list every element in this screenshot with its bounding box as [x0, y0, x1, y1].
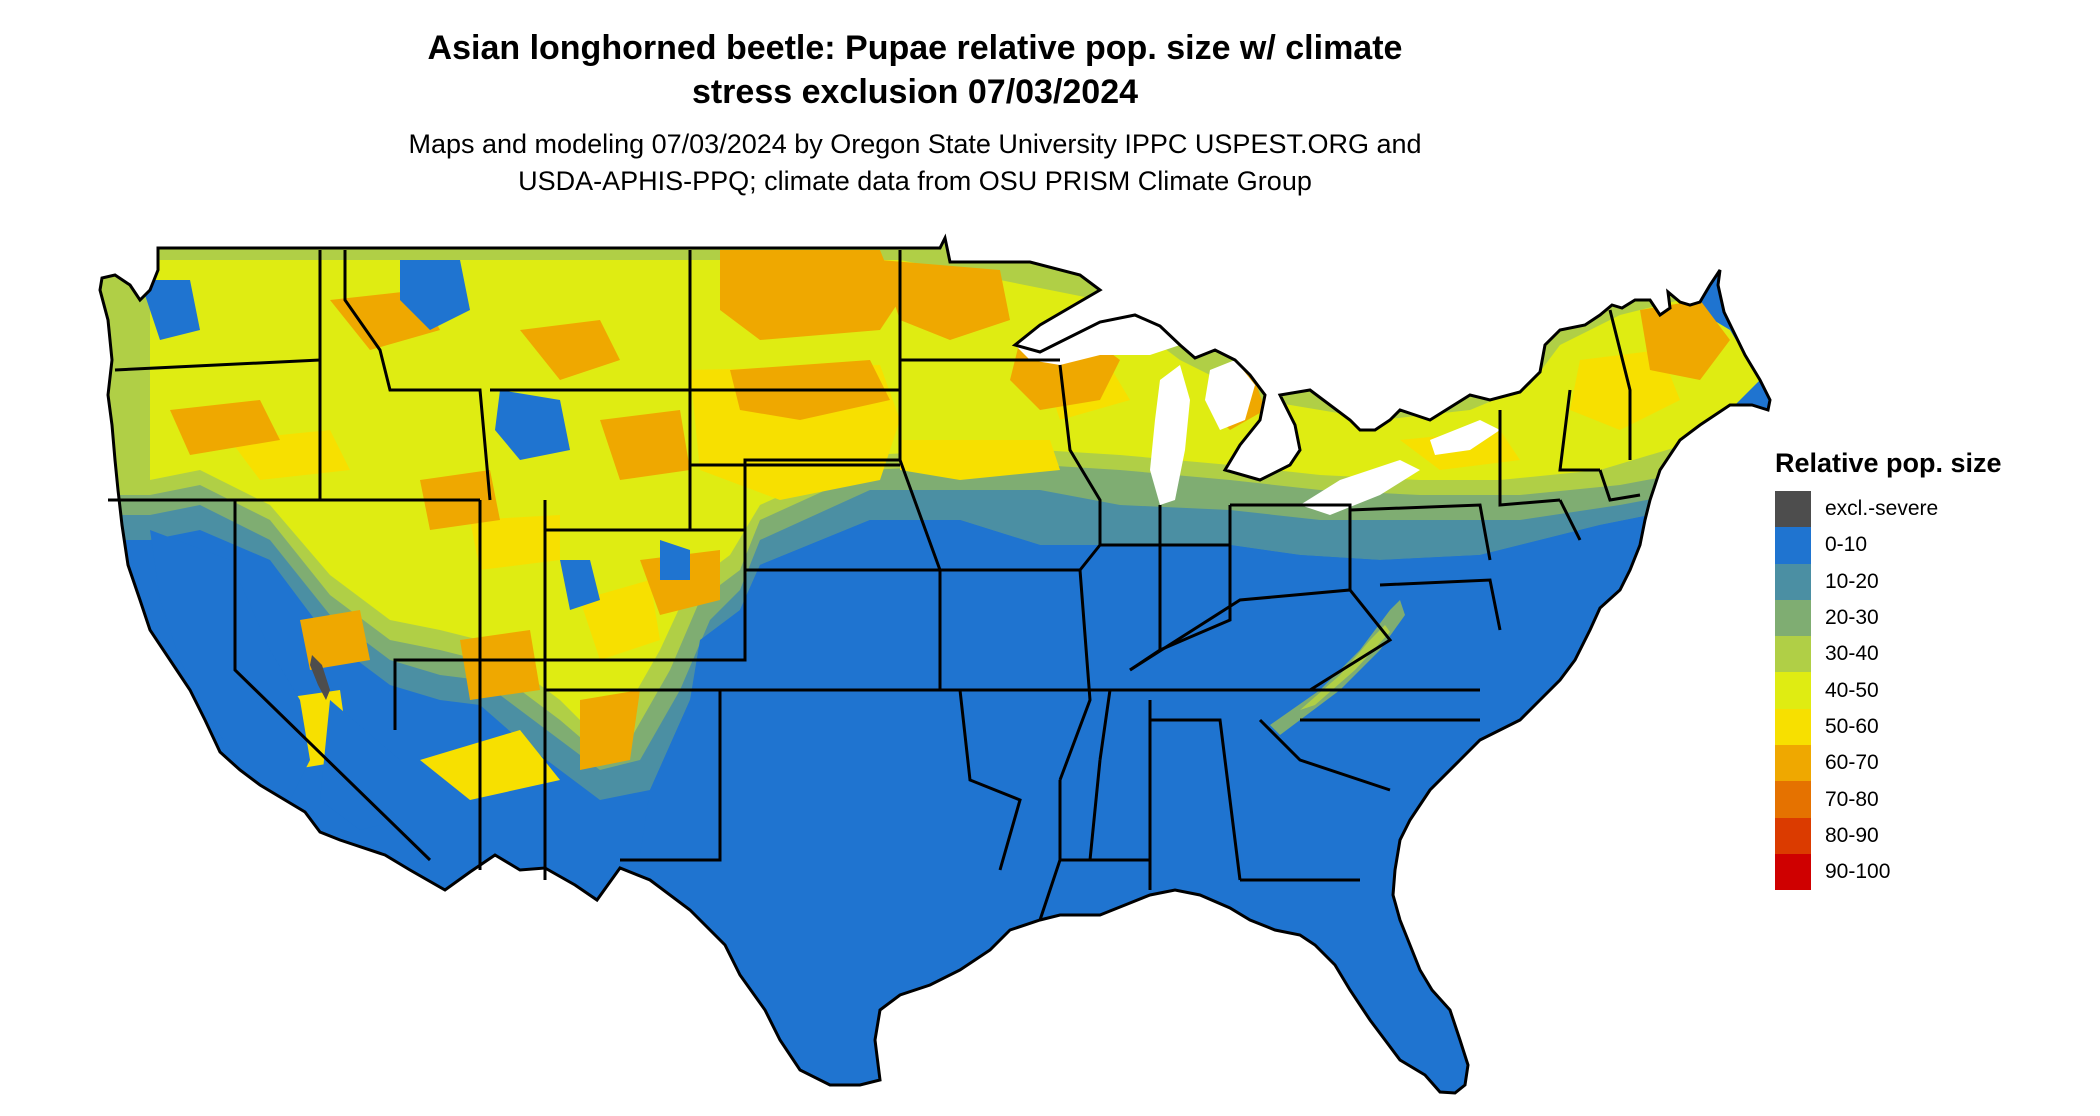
legend-label: excl.-severe: [1825, 497, 1939, 521]
legend-label: 10-20: [1825, 569, 1879, 593]
legend-item: 90-100: [1775, 853, 2002, 891]
legend-item: 50-60: [1775, 708, 2002, 746]
legend-label: 80-90: [1825, 823, 1879, 847]
legend-swatch: [1775, 636, 1811, 673]
legend: Relative pop. size excl.-severe 0-10 10-20…: [1775, 448, 2002, 891]
state-boundaries: [98, 236, 1772, 1095]
legend-item: 40-50: [1775, 672, 2002, 709]
legend-label: 50-60: [1825, 714, 1879, 738]
title-line-1: Asian longhorned beetle: Pupae relative …: [427, 29, 1403, 67]
legend-items: excl.-severe 0-10 10-20 20-30 30-40 40-50 50-6…: [1775, 491, 2002, 891]
legend-swatch: [1775, 491, 1811, 528]
legend-label: 0-10: [1825, 533, 1868, 557]
legend-item: excl.-severe: [1775, 491, 2002, 528]
legend-item: 0-10: [1775, 527, 2002, 564]
legend-swatch: [1775, 745, 1811, 782]
legend-swatch: [1775, 781, 1811, 818]
legend-label: 30-40: [1825, 642, 1879, 666]
map-subtitle: Maps and modeling 07/03/2024 by Oregon S…: [250, 126, 1580, 200]
legend-swatch: [1775, 563, 1811, 600]
legend-label: 20-30: [1825, 606, 1879, 630]
legend-item: 30-40: [1775, 636, 2002, 673]
subtitle-line-1: Maps and modeling 07/03/2024 by Oregon S…: [408, 129, 1422, 159]
title-line-2: stress exclusion 07/03/2024: [691, 73, 1139, 111]
legend-label: 40-50: [1825, 678, 1879, 702]
legend-swatch: [1775, 708, 1811, 746]
legend-swatch: [1775, 853, 1811, 891]
legend-item: 60-70: [1775, 745, 2002, 782]
legend-label: 90-100: [1825, 860, 1891, 884]
map-title: Asian longhorned beetle: Pupae relative …: [250, 26, 1580, 114]
legend-title: Relative pop. size: [1775, 448, 2002, 478]
great-lakes: [1015, 312, 1500, 515]
legend-item: 20-30: [1775, 599, 2002, 637]
legend-item: 70-80: [1775, 781, 2002, 818]
legend-item: 80-90: [1775, 817, 2002, 854]
legend-label: 70-80: [1825, 787, 1879, 811]
legend-swatch: [1775, 599, 1811, 637]
legend-swatch: [1775, 672, 1811, 709]
legend-swatch: [1775, 817, 1811, 854]
legend-item: 10-20: [1775, 563, 2002, 600]
legend-label: 60-70: [1825, 751, 1879, 775]
subtitle-line-2: USDA-APHIS-PPQ; climate data from OSU PR…: [518, 166, 1312, 196]
legend-swatch: [1775, 527, 1811, 564]
